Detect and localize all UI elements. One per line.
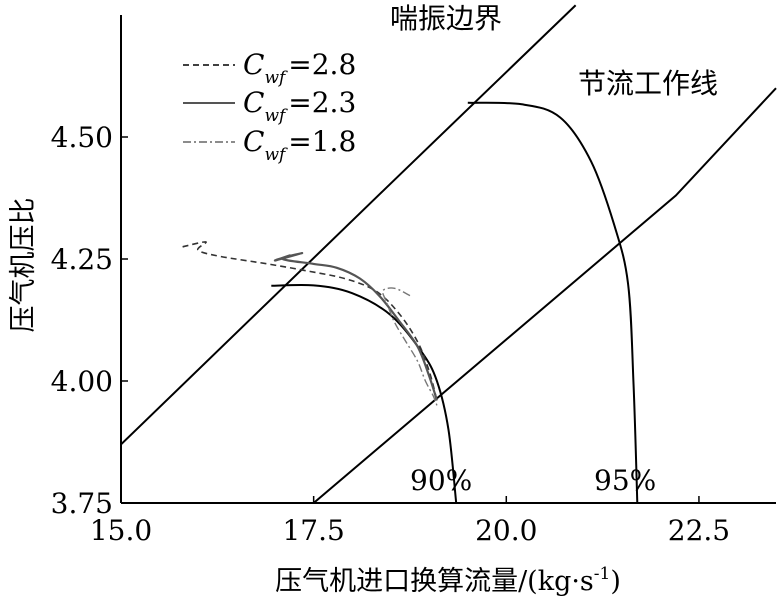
legend: Cwf =2.8 Cwf =2.3 Cwf =1.8: [183, 48, 356, 165]
y-tick-label: 4.50: [51, 121, 113, 154]
legend-label-c18: Cwf =1.8: [243, 125, 356, 165]
y-tick-label: 4.00: [51, 365, 113, 398]
x-tick-label: 20.0: [475, 514, 537, 547]
throttle-working-line: [312, 87, 777, 503]
y-axis-title: 压气机压比: [8, 198, 39, 333]
x-axis-title-close: ): [610, 566, 621, 597]
surge-boundary-label: 喘振边界: [390, 2, 502, 35]
throttle-line-label: 节流工作线: [578, 67, 718, 100]
x-axis-title: 压气机进口换算流量/(kg·s-1): [275, 564, 621, 597]
y-tick-label: 3.75: [51, 487, 113, 520]
x-axis-title-main: 压气机进口换算流量/(kg·s: [275, 566, 594, 597]
surge-boundary-line: [121, 4, 577, 446]
series-c28-line: [182, 241, 438, 401]
x-axis-title-superscript: -1: [594, 564, 611, 584]
x-tick-label: 22.5: [668, 514, 730, 547]
x-tick-label: 15.0: [90, 514, 152, 547]
series-c23-line: [273, 251, 438, 401]
y-tick-label: 4.25: [51, 243, 113, 276]
speed-90-label: 90%: [410, 464, 472, 497]
speed-95-label: 95%: [594, 464, 656, 497]
legend-label-c23: Cwf =2.3: [243, 86, 356, 126]
x-tick-label: 17.5: [282, 514, 344, 547]
series-c18-line: [382, 287, 438, 406]
speed-95-line: [467, 101, 639, 503]
legend-label-c28: Cwf =2.8: [243, 48, 356, 88]
